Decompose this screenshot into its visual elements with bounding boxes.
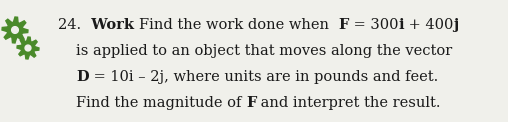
Polygon shape	[25, 45, 31, 51]
Text: Find the magnitude of: Find the magnitude of	[76, 96, 246, 110]
Text: and interpret the result.: and interpret the result.	[257, 96, 441, 110]
Text: Find the work done when: Find the work done when	[139, 18, 338, 32]
Text: is applied to an object that moves along the vector: is applied to an object that moves along…	[76, 44, 452, 58]
Text: D: D	[76, 70, 88, 84]
Text: F: F	[246, 96, 257, 110]
Text: i: i	[398, 18, 404, 32]
Text: Work: Work	[81, 18, 139, 32]
Polygon shape	[12, 27, 18, 33]
Text: + 400: + 400	[404, 18, 453, 32]
Text: = 10i – 2j, where units are in pounds and feet.: = 10i – 2j, where units are in pounds an…	[88, 70, 438, 84]
Text: = 300: = 300	[349, 18, 398, 32]
Polygon shape	[17, 37, 39, 59]
Text: F: F	[338, 18, 349, 32]
Text: 24.: 24.	[58, 18, 81, 32]
Polygon shape	[2, 17, 28, 43]
Text: j: j	[453, 18, 459, 32]
